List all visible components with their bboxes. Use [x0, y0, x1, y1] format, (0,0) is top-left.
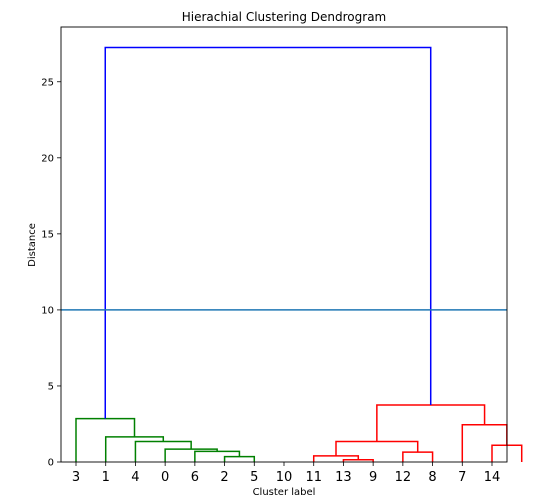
- dendrogram-link-9: [335, 440, 419, 456]
- x-tick-label-7: 7: [458, 470, 466, 485]
- x-tick-label-8: 8: [428, 470, 436, 485]
- chart-title: Hierachial Clustering Dendrogram: [182, 10, 386, 24]
- dendrogram-link-3: [134, 440, 192, 462]
- y-axis-ticks: 0 5 10 15 20 25: [41, 77, 61, 469]
- x-tick-label-4: 4: [131, 470, 139, 485]
- x-tick-label-6: 6: [191, 470, 199, 485]
- x-tick-label-0: 0: [161, 470, 169, 485]
- plot-frame: [60, 26, 508, 463]
- y-tick-label: 10: [41, 305, 54, 316]
- y-tick-label: 20: [41, 153, 54, 164]
- x-tick-label-1: 1: [102, 470, 110, 485]
- dendrogram-link-8: [402, 451, 434, 462]
- dendrogram-link-12: [376, 404, 486, 442]
- dendrogram-link-11: [461, 423, 508, 462]
- y-tick-label: 0: [48, 458, 54, 469]
- y-tick-label: 15: [41, 229, 54, 240]
- x-tick-label-2: 2: [220, 470, 228, 485]
- y-axis-title: Distance: [27, 223, 38, 267]
- x-tick-label-10: 10: [276, 470, 293, 485]
- x-tick-label-12: 12: [395, 470, 412, 485]
- y-tick-label: 25: [41, 77, 54, 88]
- x-axis-title: Cluster label: [253, 487, 316, 498]
- x-tick-label-5: 5: [250, 470, 258, 485]
- dendrogram-link-13: [104, 46, 432, 419]
- x-tick-label-9: 9: [369, 470, 377, 485]
- dendrogram-link-4: [104, 436, 165, 462]
- plot-layer: [61, 46, 523, 462]
- x-tick-label-3: 3: [72, 470, 80, 485]
- dendrogram-link-7: [312, 455, 360, 462]
- x-tick-label-13: 13: [335, 470, 352, 485]
- x-tick-label-11: 11: [305, 470, 322, 485]
- x-tick-label-14: 14: [484, 470, 501, 485]
- y-tick-label: 5: [48, 381, 54, 392]
- x-axis-ticks: 3 1 4 0 6 2 5 10 11 13 9 12 8 7 14: [72, 462, 500, 485]
- dendrogram-link-0: [223, 455, 256, 462]
